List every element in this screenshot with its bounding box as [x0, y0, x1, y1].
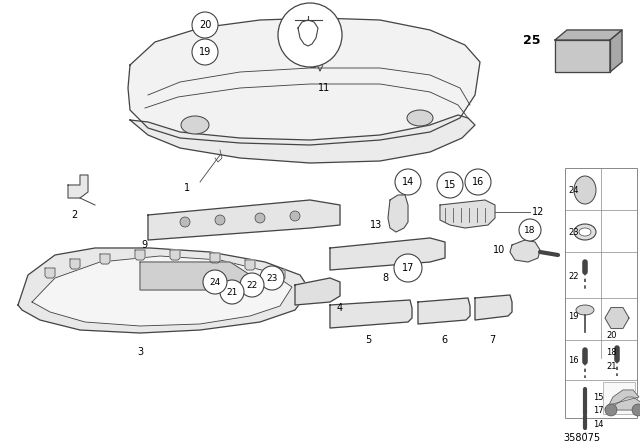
Circle shape: [394, 254, 422, 282]
Text: 20: 20: [606, 331, 616, 340]
Polygon shape: [100, 254, 110, 264]
Polygon shape: [170, 250, 180, 260]
Text: 20: 20: [199, 20, 211, 30]
FancyBboxPatch shape: [603, 382, 635, 414]
Polygon shape: [45, 268, 55, 278]
Circle shape: [278, 3, 342, 67]
Circle shape: [215, 215, 225, 225]
Circle shape: [192, 12, 218, 38]
Polygon shape: [245, 260, 255, 270]
Ellipse shape: [181, 116, 209, 134]
Circle shape: [203, 270, 227, 294]
Polygon shape: [68, 175, 88, 198]
Text: 19: 19: [199, 47, 211, 57]
Text: 14: 14: [402, 177, 414, 187]
Text: 358075: 358075: [563, 433, 600, 443]
Text: 2: 2: [71, 210, 77, 220]
Text: 11: 11: [318, 83, 330, 93]
Text: 16: 16: [472, 177, 484, 187]
Polygon shape: [555, 40, 610, 72]
Text: 25: 25: [522, 34, 540, 47]
Polygon shape: [555, 30, 622, 40]
Text: 24: 24: [209, 277, 221, 287]
Text: 22: 22: [246, 280, 258, 289]
Polygon shape: [605, 308, 629, 328]
Polygon shape: [130, 115, 475, 163]
Ellipse shape: [574, 176, 596, 204]
Text: 14: 14: [593, 419, 604, 428]
Text: 23: 23: [568, 228, 579, 237]
Text: 3: 3: [137, 347, 143, 357]
Polygon shape: [148, 200, 340, 240]
Circle shape: [395, 169, 421, 195]
Circle shape: [180, 217, 190, 227]
Polygon shape: [140, 262, 255, 290]
Text: 8: 8: [382, 273, 388, 283]
Ellipse shape: [579, 228, 591, 236]
Text: 18: 18: [606, 348, 616, 357]
Circle shape: [632, 404, 640, 416]
Circle shape: [437, 172, 463, 198]
Polygon shape: [330, 238, 445, 270]
FancyBboxPatch shape: [565, 168, 637, 418]
Polygon shape: [610, 30, 622, 72]
Text: 21: 21: [606, 362, 616, 370]
Polygon shape: [418, 298, 470, 324]
Text: 15: 15: [444, 180, 456, 190]
Polygon shape: [135, 250, 145, 260]
Polygon shape: [295, 278, 340, 305]
Text: 13: 13: [370, 220, 382, 230]
Polygon shape: [32, 256, 292, 326]
Circle shape: [255, 213, 265, 223]
Polygon shape: [388, 195, 408, 232]
Polygon shape: [210, 253, 220, 263]
Text: 23: 23: [266, 273, 278, 283]
Polygon shape: [510, 240, 540, 262]
Polygon shape: [609, 390, 639, 405]
Ellipse shape: [407, 110, 433, 126]
Circle shape: [260, 266, 284, 290]
Circle shape: [192, 39, 218, 65]
Text: 15: 15: [593, 392, 604, 401]
Ellipse shape: [576, 305, 594, 315]
Polygon shape: [440, 200, 495, 228]
Text: 12: 12: [532, 207, 545, 217]
Polygon shape: [70, 259, 80, 269]
Ellipse shape: [574, 224, 596, 240]
Circle shape: [240, 273, 264, 297]
Circle shape: [465, 169, 491, 195]
Text: 1: 1: [184, 183, 190, 193]
Polygon shape: [18, 248, 310, 333]
Polygon shape: [330, 300, 412, 328]
Circle shape: [290, 211, 300, 221]
Polygon shape: [128, 18, 480, 145]
Polygon shape: [275, 270, 285, 280]
Text: 16: 16: [568, 356, 579, 365]
Text: 17: 17: [402, 263, 414, 273]
Circle shape: [220, 280, 244, 304]
Text: 5: 5: [365, 335, 371, 345]
Text: 9: 9: [142, 240, 148, 250]
Text: 22: 22: [568, 271, 579, 280]
Text: 21: 21: [227, 288, 237, 297]
Text: 6: 6: [441, 335, 447, 345]
Text: 4: 4: [337, 303, 343, 313]
Text: 17: 17: [593, 405, 604, 414]
Polygon shape: [475, 295, 512, 320]
Circle shape: [519, 219, 541, 241]
Polygon shape: [605, 397, 640, 410]
Text: 10: 10: [493, 245, 505, 255]
Text: 7: 7: [489, 335, 495, 345]
Text: 24: 24: [568, 185, 579, 194]
Circle shape: [605, 404, 617, 416]
Text: 18: 18: [524, 225, 536, 234]
Text: 19: 19: [568, 311, 579, 320]
